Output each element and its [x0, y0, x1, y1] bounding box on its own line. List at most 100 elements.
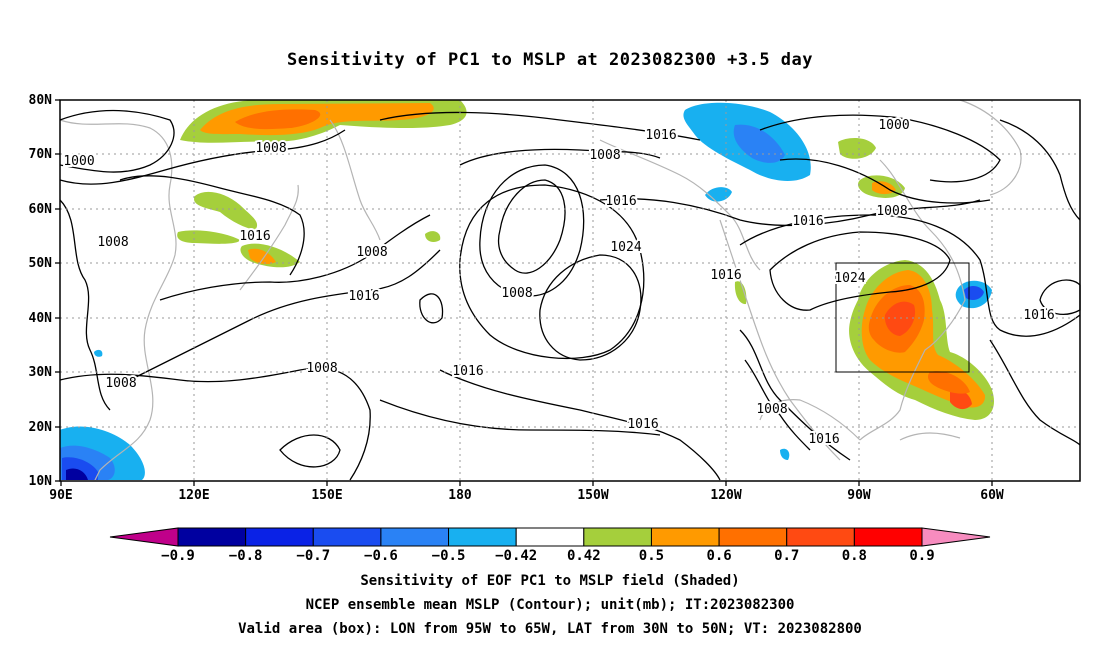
coastline-kamchatka	[329, 119, 381, 241]
colorbar-cell	[380, 527, 450, 547]
colorbar: −0.9 −0.8 −0.7 −0.6 −0.5 −0.42 0.42 0.5 0.6 0.7 0.…	[109, 527, 991, 564]
contour-1016-siberia	[119, 175, 305, 276]
contour-1016-south	[279, 434, 341, 468]
coastline-gulf	[759, 399, 861, 441]
contour-1008-aleutian	[459, 148, 661, 166]
contour-1016-atlantic	[739, 214, 1081, 337]
lat-label-60n: 60N	[29, 202, 53, 217]
shade-negative-small-caribbean	[780, 448, 790, 460]
colorbar-cell	[448, 527, 517, 547]
contour-1008-central	[159, 214, 431, 301]
graticule	[60, 100, 1080, 481]
shade-positive-atlantic-max	[950, 389, 972, 410]
shade-negative-south-china-sea-min	[66, 468, 88, 480]
colorbar-cell	[853, 527, 923, 547]
contour-1016-canada	[599, 198, 981, 227]
contour-label: 1008	[105, 376, 136, 391]
colorbar-over-triangle	[921, 527, 991, 547]
map-frame	[59, 99, 1081, 482]
shade-negative-arctic-core	[733, 124, 785, 163]
contour-label: 1016	[452, 364, 483, 379]
caption-line-3: Valid area (box): LON from 95W to 65W, L…	[238, 621, 862, 637]
colorbar-label: 0.5	[639, 548, 664, 564]
colorbar-label: 0.42	[567, 548, 601, 564]
contour-label: 1008	[97, 235, 128, 250]
contour-1008-low-inner	[497, 179, 566, 274]
contour-label: 1008	[589, 148, 620, 163]
contour-1008-low-outer	[479, 164, 585, 297]
contour-label: 1016	[605, 194, 636, 209]
contour-1000-canada	[759, 114, 1001, 183]
lat-label-30n: 30N	[29, 365, 53, 380]
coastline-north-america-west	[719, 219, 841, 461]
colorbar-cell	[245, 527, 314, 547]
contour-label: 1008	[756, 402, 787, 417]
contour-label: 1000	[878, 118, 909, 133]
valid-area-box	[835, 262, 970, 373]
contour-1008-canada	[779, 158, 991, 204]
coastline-japan	[239, 184, 299, 291]
contour-1016-southern	[379, 399, 661, 436]
colorbar-label: 0.6	[706, 548, 731, 564]
coastlines	[59, 99, 1022, 481]
lon-label-180: 180	[448, 488, 472, 503]
colorbar-cell	[583, 527, 652, 547]
shade-orange-hudson	[872, 181, 896, 195]
lon-label-120w: 120W	[710, 488, 741, 503]
contour-label: 1000	[63, 154, 94, 169]
contour-1016-pacific-high	[419, 293, 444, 324]
colorbar-label: −0.6	[364, 548, 398, 564]
contour-label: 1008	[306, 361, 337, 376]
shade-green-japan-sea	[194, 191, 258, 230]
contour-label: 1016	[239, 229, 270, 244]
contour-1000-west	[59, 109, 175, 173]
colorbar-cell	[718, 527, 788, 547]
contour-label: 1008	[876, 204, 907, 219]
shade-green-dateline	[425, 231, 441, 242]
shade-green-baja	[734, 281, 747, 305]
lat-label-10n: 10N	[29, 474, 53, 489]
contour-1016-pacific-mid	[129, 249, 441, 381]
mslp-contours	[59, 109, 1081, 481]
contour-1008-pacific-low	[59, 367, 371, 481]
colorbar-cell	[177, 527, 247, 547]
contour-1008-greenland	[999, 119, 1081, 221]
colorbar-under-triangle	[109, 527, 179, 547]
shade-green-canada-north	[838, 138, 876, 159]
contour-label: 1016	[808, 432, 839, 447]
contour-1016-ring	[459, 184, 645, 359]
contour-label: 1008	[255, 141, 286, 156]
map-title: Sensitivity of PC1 to MSLP at 2023082300…	[286, 50, 813, 70]
contour-1008-left-loop	[59, 199, 111, 411]
lat-label-50n: 50N	[29, 256, 53, 271]
shaded-sensitivity-layer	[60, 100, 995, 480]
contour-1008-west	[59, 129, 346, 185]
axis-ticks	[55, 99, 993, 486]
colorbar-label: −0.9	[161, 548, 195, 564]
longitude-labels: 90E 120E 150E 180 150W 120W 90W 60W	[49, 488, 1004, 503]
coastline-asia	[59, 119, 177, 481]
lat-label-40n: 40N	[29, 311, 53, 326]
contour-label: 1016	[348, 289, 379, 304]
lon-label-60w: 60W	[980, 488, 1004, 503]
contour-label: 1016	[627, 417, 658, 432]
colorbar-cell	[312, 527, 382, 547]
lon-label-150e: 150E	[311, 488, 342, 503]
contour-label: 1016	[792, 214, 823, 229]
colorbar-label: −0.5	[432, 548, 466, 564]
shade-negative-small-east-china	[94, 349, 103, 357]
colorbar-label: 0.9	[909, 548, 934, 564]
contour-label: 1016	[645, 128, 676, 143]
lon-label-90e: 90E	[49, 488, 72, 503]
contour-1024-atlantic	[769, 231, 951, 311]
shade-orange-kuril	[248, 248, 276, 265]
lat-label-80n: 80N	[29, 93, 53, 108]
lat-label-20n: 20N	[29, 420, 53, 435]
lon-label-150w: 150W	[577, 488, 608, 503]
coastline-greenland	[959, 99, 1022, 196]
shade-green-japan	[177, 230, 240, 244]
contour-label: 1024	[834, 271, 865, 286]
contour-1016-north	[379, 111, 701, 141]
caption-line-1: Sensitivity of EOF PC1 to MSLP field (Sh…	[360, 573, 740, 589]
shade-positive-atlantic-deep	[927, 371, 970, 394]
